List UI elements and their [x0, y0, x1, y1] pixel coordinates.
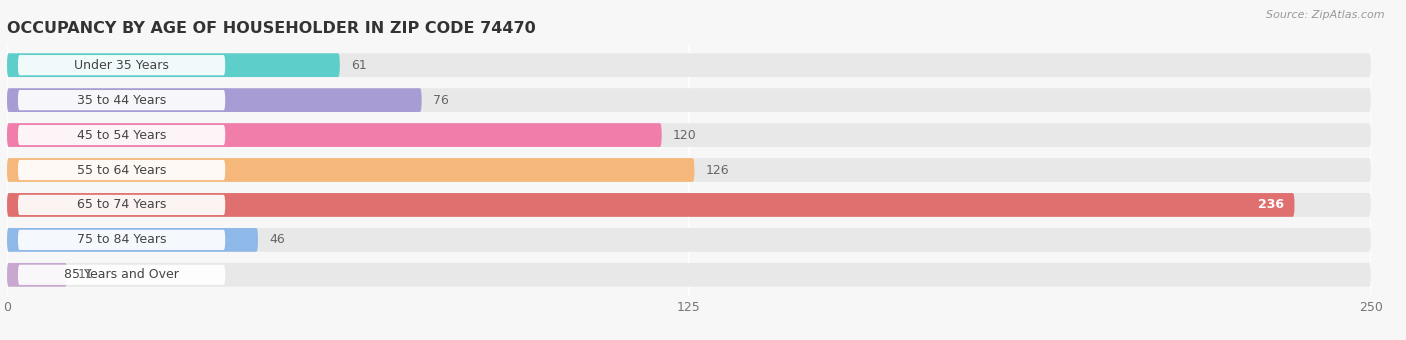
FancyBboxPatch shape	[7, 228, 1371, 252]
Text: 35 to 44 Years: 35 to 44 Years	[77, 94, 166, 107]
FancyBboxPatch shape	[7, 263, 67, 287]
FancyBboxPatch shape	[18, 195, 225, 215]
FancyBboxPatch shape	[7, 123, 1371, 147]
Text: 46: 46	[269, 233, 284, 246]
Text: 61: 61	[350, 59, 367, 72]
FancyBboxPatch shape	[18, 265, 225, 285]
FancyBboxPatch shape	[18, 230, 225, 250]
FancyBboxPatch shape	[7, 228, 257, 252]
FancyBboxPatch shape	[18, 160, 225, 180]
FancyBboxPatch shape	[18, 90, 225, 110]
FancyBboxPatch shape	[7, 88, 1371, 112]
FancyBboxPatch shape	[18, 125, 225, 145]
FancyBboxPatch shape	[18, 55, 225, 75]
FancyBboxPatch shape	[7, 88, 422, 112]
FancyBboxPatch shape	[7, 193, 1371, 217]
Text: 126: 126	[706, 164, 728, 176]
Text: OCCUPANCY BY AGE OF HOUSEHOLDER IN ZIP CODE 74470: OCCUPANCY BY AGE OF HOUSEHOLDER IN ZIP C…	[7, 21, 536, 36]
FancyBboxPatch shape	[7, 53, 1371, 77]
Text: Source: ZipAtlas.com: Source: ZipAtlas.com	[1267, 10, 1385, 20]
Text: 76: 76	[433, 94, 449, 107]
Text: 236: 236	[1257, 199, 1284, 211]
Text: 65 to 74 Years: 65 to 74 Years	[77, 199, 166, 211]
Text: 75 to 84 Years: 75 to 84 Years	[77, 233, 166, 246]
FancyBboxPatch shape	[7, 53, 340, 77]
FancyBboxPatch shape	[7, 158, 1371, 182]
Text: Under 35 Years: Under 35 Years	[75, 59, 169, 72]
FancyBboxPatch shape	[7, 193, 1295, 217]
FancyBboxPatch shape	[7, 263, 1371, 287]
FancyBboxPatch shape	[7, 158, 695, 182]
Text: 11: 11	[77, 268, 94, 281]
Text: 55 to 64 Years: 55 to 64 Years	[77, 164, 166, 176]
Text: 85 Years and Over: 85 Years and Over	[65, 268, 179, 281]
Text: 120: 120	[672, 129, 696, 141]
Text: 45 to 54 Years: 45 to 54 Years	[77, 129, 166, 141]
FancyBboxPatch shape	[7, 123, 662, 147]
